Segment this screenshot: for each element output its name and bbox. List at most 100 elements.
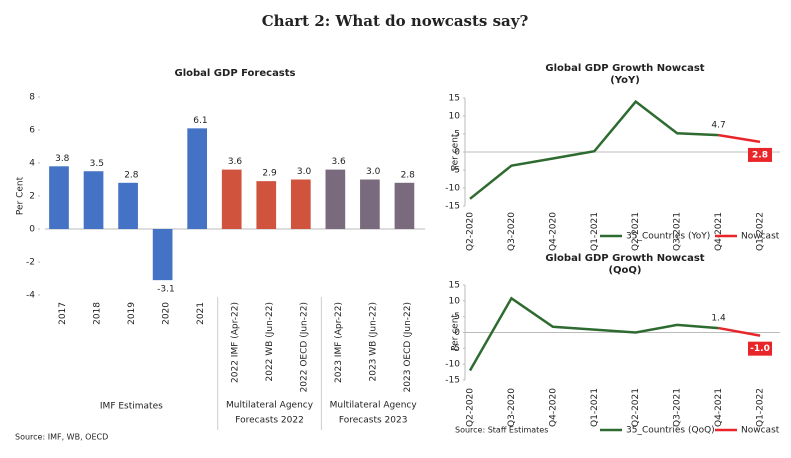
value-label: 2.8 [752,150,768,160]
y-tick-label: 8 [29,93,35,103]
bar [118,182,138,229]
value-label: 3.8 [55,154,70,164]
line-series [718,133,761,144]
source-note: Source: Staff Estimates [455,426,548,435]
chart-subtitle: (QoQ) [608,265,641,276]
y-tick-label: -5 [451,166,460,176]
bar [83,171,104,229]
value-label: 2.8 [124,170,139,180]
group-label: IMF Estimates [100,402,163,412]
x-tick-label: Q3-2020 [507,388,517,427]
bar [394,182,415,229]
value-label: 3.6 [331,157,346,167]
x-tick-label: Q1-2021 [590,212,600,251]
value-label: 3.0 [366,167,381,177]
value-label: 2.8 [401,170,416,180]
y-tick-label: 0 [29,225,35,235]
x-tick-label: 2018 [92,302,102,325]
x-tick-label: Q2-2020 [466,388,476,427]
x-tick-label: 2022 OECD (Jun-22) [300,302,310,392]
x-tick-label: 2020 [161,302,171,325]
y-tick-label: -2 [26,258,35,268]
y-tick-label: 5 [454,312,460,322]
bar [221,169,242,229]
x-tick-label: 2021 [196,302,206,325]
x-tick-label: 2022 WB (Jun-22) [265,302,275,381]
legend-label: 35_Countries (QoQ) [626,426,715,436]
value-label-box [748,147,772,162]
y-tick-label: 0 [454,148,460,158]
bar [290,179,311,229]
group-label: Forecasts 2023 [339,416,408,426]
value-label-box [748,341,772,356]
value-label: 2.9 [262,169,277,179]
chart-title: Global GDP Growth Nowcast [545,63,704,74]
chart-title: Global GDP Forecasts [174,68,295,79]
value-label: -3.1 [157,285,175,295]
legend-label: Nowcast [741,426,780,436]
x-tick-label: 2023 IMF (Apr-22) [334,302,344,383]
value-label: 3.0 [297,167,312,177]
line-series [468,296,719,372]
x-tick-label: 2023 OECD (Jun-22) [403,302,413,392]
y-tick-label: -15 [445,202,460,212]
value-label: 3.6 [228,157,243,167]
y-axis-label: Per cent [451,133,461,170]
value-label: 3.5 [90,159,104,169]
chart-subtitle: (YoY) [610,75,640,86]
value-label: 6.1 [193,116,207,126]
group-label: Multilateral Agency [330,401,418,411]
y-tick-label: 2 [29,192,35,202]
value-label: -1.0 [750,344,770,354]
x-tick-label: Q1-2022 [756,388,766,427]
y-tick-label: -5 [451,344,460,354]
y-tick-label: 15 [449,94,460,104]
y-axis-label: Per Cent [16,176,26,215]
x-tick-label: Q4-2020 [548,212,558,251]
x-tick-label: Q4-2021 [714,388,724,427]
x-tick-label: Q3-2020 [507,212,517,251]
x-tick-label: Q1-2022 [756,212,766,251]
y-tick-label: -10 [445,360,460,370]
x-tick-label: 2017 [58,302,68,325]
legend-label: 35_Countries (YoY) [626,232,710,242]
x-tick-label: Q3-2021 [673,212,683,251]
bar [49,166,69,229]
x-tick-label: 2023 WB (Jun-22) [369,302,379,381]
y-tick-label: 0 [454,328,460,338]
x-tick-label: Q2-2020 [466,212,476,251]
legend-label: Nowcast [741,232,780,242]
x-tick-label: Q3-2021 [673,388,683,427]
y-tick-label: 10 [449,296,461,306]
line-series [718,326,761,337]
group-label: Multilateral Agency [226,401,314,411]
page-title: Chart 2: What do nowcasts say? [262,12,529,30]
bar [325,169,346,229]
x-tick-label: Q4-2020 [548,388,558,427]
y-tick-label: 4 [29,159,35,169]
group-label: Forecasts 2022 [235,416,304,426]
bar [360,179,380,229]
x-tick-label: Q4-2021 [714,212,724,251]
x-tick-label: Q2-2021 [631,388,641,427]
x-tick-label: 2022 IMF (Apr-22) [231,302,241,383]
y-tick-label: -10 [445,184,460,194]
bar [256,181,277,229]
y-axis-label: Per cent [451,314,461,351]
value-label: 4.7 [711,121,725,131]
y-tick-label: 10 [449,112,461,122]
y-tick-label: 6 [29,126,35,136]
x-tick-label: 2019 [127,302,137,325]
y-tick-label: -4 [26,291,35,301]
y-tick-label: 5 [454,130,460,140]
y-tick-label: 15 [449,281,460,291]
x-tick-label: Q1-2021 [590,388,600,427]
source-note: Source: IMF, WB, OECD [15,433,108,442]
y-tick-label: -15 [445,376,460,386]
line-series [469,99,719,200]
x-tick-label: Q2-2021 [631,212,641,251]
bar [187,128,208,229]
chart-title: Global GDP Growth Nowcast [545,253,704,264]
value-label: 1.4 [711,314,726,324]
